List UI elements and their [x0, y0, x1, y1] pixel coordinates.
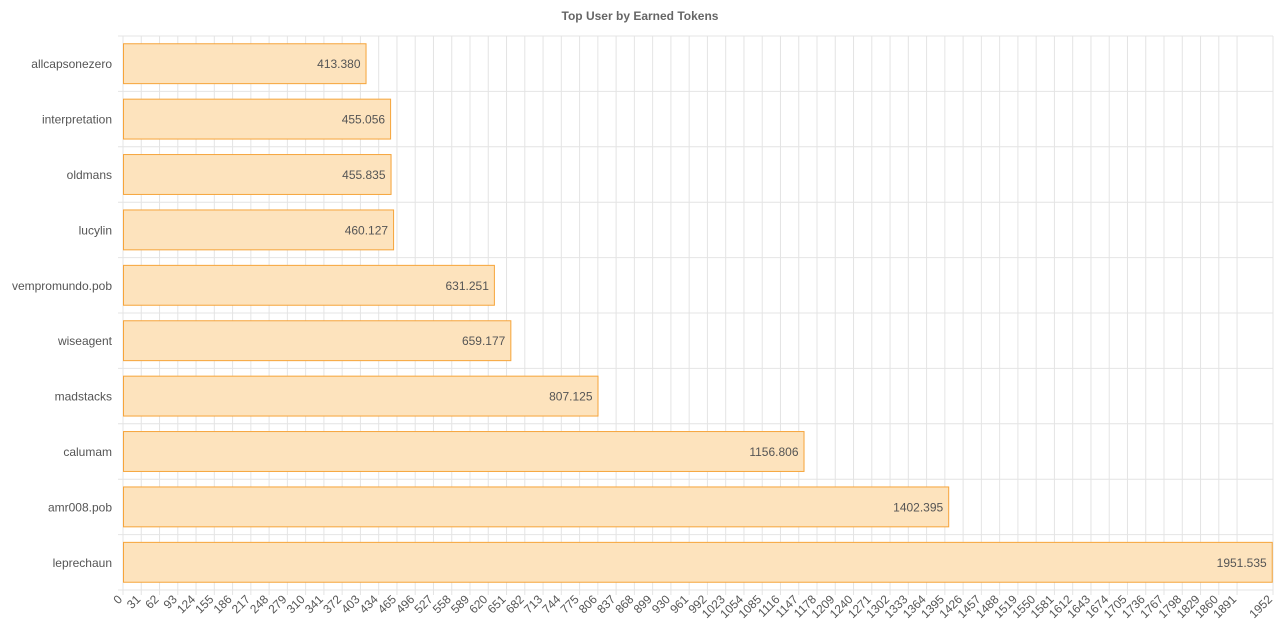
y-category-label: interpretation [42, 113, 112, 127]
bars: 413.380 455.056 455.835 460.127 631.251 659.1… [123, 43, 1273, 583]
y-category-label: wiseagent [57, 334, 113, 348]
bar [123, 98, 392, 140]
bar-value-label: 460.127 [345, 223, 389, 237]
chart-title: Top User by Earned Tokens [561, 9, 719, 23]
bar [123, 320, 512, 362]
bar-value-label: 1951.535 [1217, 556, 1267, 570]
bar [123, 541, 1273, 583]
bar [123, 486, 950, 528]
bar-value-label: 413.380 [317, 57, 361, 71]
y-category-label: vempromundo.pob [12, 279, 112, 293]
bar-value-label: 807.125 [549, 390, 593, 404]
bar-value-label: 659.177 [462, 334, 506, 348]
x-tick-label: 1952 [1246, 592, 1275, 621]
y-category-label: oldmans [67, 168, 112, 182]
bar-value-label: 631.251 [446, 279, 490, 293]
y-category-label: lucylin [79, 223, 112, 237]
bar [123, 264, 495, 306]
y-category-label: leprechaun [53, 556, 112, 570]
y-axis-labels: allcapsonezero interpretation oldmans lucyl… [12, 57, 113, 570]
y-category-label: calumam [63, 445, 112, 459]
bar-value-label: 1156.806 [749, 445, 798, 459]
x-axis-tick-labels: 0316293124155186217248279310341372403434… [110, 592, 1275, 621]
bar-value-label: 455.835 [342, 168, 386, 182]
y-category-label: madstacks [55, 390, 112, 404]
bar-value-label: 1402.395 [893, 500, 943, 514]
bar [123, 154, 392, 195]
bar [123, 209, 395, 251]
x-tick-label: 62 [142, 592, 162, 612]
bar [123, 431, 805, 472]
bar [123, 43, 367, 85]
y-category-label: amr008.pob [48, 500, 112, 514]
y-category-label: allcapsonezero [31, 57, 112, 71]
bar-value-label: 455.056 [342, 113, 386, 127]
bar [123, 375, 599, 417]
x-tick-label: 31 [124, 592, 144, 612]
